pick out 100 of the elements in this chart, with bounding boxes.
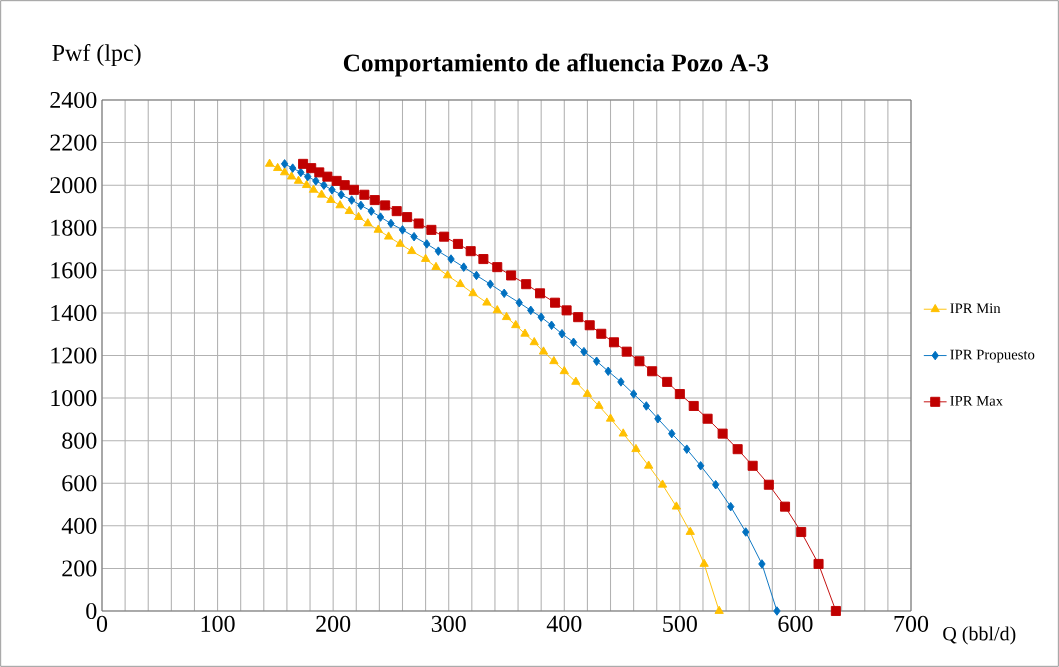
y-tick-label: 2000	[50, 177, 97, 194]
x-tick-label: 700	[894, 615, 929, 632]
point	[617, 377, 625, 387]
point	[312, 176, 320, 186]
point	[644, 460, 654, 469]
y-tick-label: 200	[62, 560, 97, 577]
point	[584, 320, 595, 331]
x-tick-label: 500	[663, 615, 697, 632]
point	[465, 246, 476, 257]
point	[696, 461, 705, 471]
point	[668, 428, 676, 439]
point	[712, 480, 720, 490]
point	[596, 328, 607, 339]
point	[391, 206, 402, 217]
y-axis-title: Pwf (lpc)	[52, 43, 141, 66]
point	[431, 261, 441, 270]
point	[442, 270, 453, 279]
point	[447, 254, 455, 264]
point	[273, 162, 283, 171]
x-tick-label: 400	[546, 615, 582, 632]
point	[671, 501, 682, 510]
point	[747, 460, 758, 471]
point	[359, 189, 370, 200]
point	[482, 297, 492, 306]
point	[426, 224, 437, 235]
point	[549, 355, 559, 365]
point	[380, 200, 391, 211]
point	[537, 312, 545, 322]
point	[339, 180, 350, 191]
point	[674, 389, 685, 400]
chart-title: Comportamiento de afluencia Pozo A-3	[343, 53, 769, 77]
point	[657, 479, 668, 488]
point	[621, 346, 632, 357]
point	[717, 428, 728, 439]
point	[492, 305, 502, 314]
point	[642, 401, 651, 411]
point	[773, 606, 781, 616]
x-axis-title: Q (bbl/d)	[943, 626, 1016, 645]
point	[813, 558, 824, 569]
point	[328, 185, 336, 195]
point	[460, 262, 468, 272]
point	[634, 356, 645, 367]
point	[387, 218, 395, 229]
point	[344, 205, 354, 215]
x-tick-label: 100	[201, 615, 235, 632]
point	[830, 605, 841, 616]
y-tick-label: 2400	[50, 91, 97, 109]
y-tick-label: 1600	[51, 262, 97, 279]
point	[529, 337, 539, 346]
y-tick-label: 1000	[51, 389, 97, 407]
point	[304, 171, 312, 182]
point	[367, 206, 375, 216]
y-tick-label: 2200	[50, 134, 97, 151]
point	[662, 376, 673, 387]
y-tick-label: 1800	[51, 219, 97, 236]
y-tick-label: 1400	[51, 304, 97, 322]
point	[742, 527, 750, 537]
point	[592, 356, 601, 366]
x-tick-label: 200	[316, 615, 351, 632]
legend-label: IPR Min	[950, 303, 1001, 314]
point	[654, 414, 662, 424]
point	[316, 189, 327, 198]
point	[468, 288, 478, 297]
point	[289, 163, 297, 173]
point	[796, 527, 807, 538]
point	[685, 526, 695, 535]
point	[402, 212, 413, 223]
point	[527, 305, 535, 316]
point	[308, 184, 319, 193]
point	[439, 231, 450, 242]
point	[683, 444, 691, 454]
point	[492, 262, 503, 273]
point	[347, 195, 356, 205]
point	[558, 329, 566, 339]
point	[629, 389, 638, 399]
point	[363, 218, 373, 227]
point	[369, 195, 380, 206]
point	[732, 444, 743, 455]
point	[618, 428, 628, 437]
point	[780, 501, 791, 512]
point	[594, 400, 604, 409]
point	[348, 184, 359, 195]
y-tick-label: 600	[62, 475, 97, 492]
point	[580, 346, 588, 357]
point	[569, 337, 578, 348]
point	[410, 231, 418, 242]
point	[515, 297, 523, 308]
point	[699, 558, 709, 567]
point	[293, 175, 304, 184]
point	[727, 501, 735, 512]
point	[511, 319, 521, 329]
point	[486, 279, 494, 289]
point	[322, 171, 333, 182]
point	[280, 159, 289, 169]
point	[395, 238, 405, 247]
point	[631, 443, 641, 453]
point	[758, 559, 766, 569]
point	[335, 200, 345, 209]
legend-label: IPR Max	[950, 396, 1003, 406]
point	[301, 179, 312, 189]
